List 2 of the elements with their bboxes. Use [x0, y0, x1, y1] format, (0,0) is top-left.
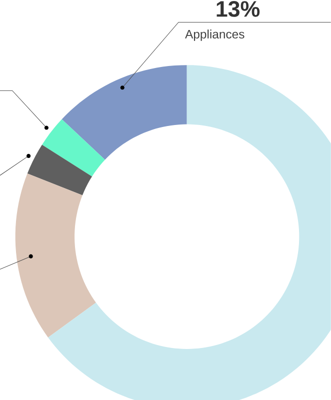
data-label: 13%	[216, 1, 260, 17]
slice-label: Appliances	[185, 30, 244, 41]
